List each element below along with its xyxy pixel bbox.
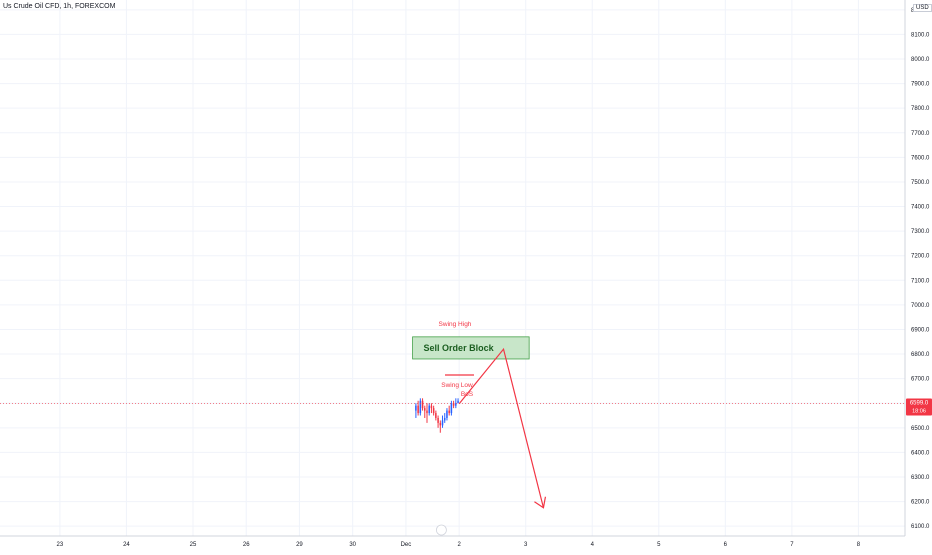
candle-body	[439, 422, 442, 426]
y-tick-label: 6100.0	[911, 524, 930, 530]
candle-body	[443, 417, 446, 421]
x-tick-label: 26	[243, 542, 250, 548]
swing-high-label: Swing High	[439, 321, 472, 328]
projection-arrowhead	[534, 496, 547, 509]
y-tick-label: 7300.0	[911, 229, 930, 235]
y-tick-label: 7400.0	[911, 205, 930, 211]
y-tick-label: 7700.0	[911, 131, 930, 137]
candle-body	[448, 410, 450, 414]
x-tick-label: 23	[57, 542, 64, 548]
y-tick-label: 6400.0	[911, 450, 930, 456]
candle-body	[446, 410, 448, 418]
y-tick-label: 6800.0	[911, 352, 930, 358]
y-tick-label: 6700.0	[911, 377, 930, 383]
candle-body	[417, 405, 419, 414]
x-tick-label: 5	[657, 542, 661, 548]
candle-body	[437, 417, 439, 423]
x-tick-label: 29	[296, 542, 303, 548]
y-tick-label: 7500.0	[911, 180, 930, 186]
candle-body	[428, 405, 430, 414]
x-tick-label: 2	[457, 542, 461, 548]
y-tick-label: 7000.0	[911, 303, 930, 309]
x-tick-label: Dec	[401, 542, 412, 548]
x-tick-label: 7	[790, 542, 794, 548]
candle-body	[421, 400, 424, 409]
currency-badge[interactable]: USD	[913, 4, 932, 12]
candle-body	[450, 403, 453, 414]
y-tick-label: 6500.0	[911, 426, 930, 432]
y-tick-label: 6200.0	[911, 500, 930, 506]
candle-body	[441, 420, 444, 426]
candle-body	[419, 400, 422, 414]
candle-body	[432, 408, 435, 414]
swing-low-label: Swing Low	[441, 382, 473, 389]
x-tick-label: 24	[123, 542, 130, 548]
candle-body	[415, 405, 417, 411]
y-tick-label: 7200.0	[911, 254, 930, 260]
x-tick-label: 8	[857, 542, 861, 548]
order-block-label: Sell Order Block	[424, 343, 495, 353]
current-price-countdown: 18:06	[912, 408, 926, 414]
current-price-label: 6599.0	[910, 400, 929, 406]
candle-body	[452, 403, 455, 406]
candle-body	[430, 405, 433, 409]
projection-path[interactable]	[458, 347, 545, 508]
y-tick-label: 7900.0	[911, 82, 930, 88]
y-tick-label: 8100.0	[911, 32, 930, 38]
us-flag-icon[interactable]	[436, 524, 447, 536]
y-tick-label: 8000.0	[911, 57, 930, 63]
symbol-title: Us Crude Oil CFD, 1h, FOREXCOM	[3, 3, 116, 10]
y-tick-label: 6300.0	[911, 475, 930, 481]
y-tick-label: 7800.0	[911, 106, 930, 112]
x-tick-label: 6	[724, 542, 728, 548]
candle-body	[455, 403, 457, 406]
x-tick-label: 4	[591, 542, 595, 548]
candle-body	[435, 413, 437, 418]
x-tick-label: 3	[524, 542, 528, 548]
candle-body	[426, 410, 428, 414]
x-tick-label: 25	[190, 542, 197, 548]
y-tick-label: 7600.0	[911, 155, 930, 161]
candle-body	[423, 408, 426, 411]
y-tick-label: 6900.0	[911, 327, 930, 333]
current-price-badge	[906, 398, 932, 416]
candle-body	[457, 400, 459, 404]
x-tick-label: 30	[349, 542, 356, 548]
y-tick-label: 7100.0	[911, 278, 930, 284]
